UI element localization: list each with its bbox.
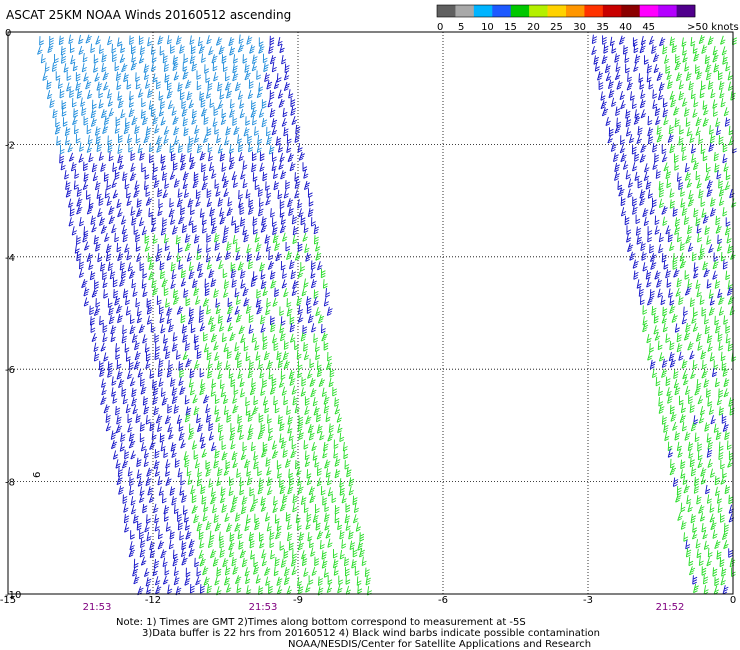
note-line-1: Note: 1) Times are GMT 2)Times along bot… — [116, 617, 526, 628]
colorbar-swatch — [584, 5, 604, 17]
lon-tick-label: 0 — [730, 595, 736, 606]
map-title: ASCAT 25KM NOAA Winds 20160512 ascending — [6, 8, 292, 22]
lon-tick-label: -3 — [583, 595, 593, 606]
lat-tick-label: -6 — [5, 365, 15, 376]
note-line-3: NOAA/NESDIS/Center for Satellite Applica… — [288, 639, 592, 650]
colorbar-tick-label: 20 — [527, 22, 540, 33]
map-frame — [7, 31, 734, 595]
lat-tick-label: -2 — [5, 140, 15, 151]
colorbar-swatch — [602, 5, 622, 17]
colorbar-tick-label: 15 — [504, 22, 517, 33]
lon-tick-label: -6 — [438, 595, 448, 606]
latitude-labels: 0 -2 -4 -6 -8 -10 — [5, 28, 21, 601]
lon-tick-label: -15 — [0, 595, 16, 606]
side-label: 6 — [32, 472, 43, 478]
colorbar-swatch — [658, 5, 677, 17]
lon-tick-label: -12 — [145, 595, 161, 606]
colorbar-tick-label: 30 — [573, 22, 586, 33]
colorbar-tick-label: 25 — [550, 22, 563, 33]
colorbar-swatches — [436, 4, 696, 18]
colorbar-swatch — [529, 5, 548, 17]
lon-tick-label: -9 — [293, 595, 303, 606]
pass-time-label: 21:53 — [83, 602, 112, 613]
colorbar-swatch — [639, 5, 659, 17]
colorbar-tick-label: 0 — [437, 22, 443, 33]
colorbar-swatch — [455, 5, 475, 17]
lat-tick-label: -10 — [5, 590, 21, 601]
colorbar-tick-label: 5 — [458, 22, 464, 33]
colorbar-swatch — [492, 5, 512, 17]
colorbar-swatch — [437, 5, 456, 17]
colorbar-swatch — [566, 5, 585, 17]
colorbar-tick-label: 40 — [619, 22, 632, 33]
colorbar-swatch — [676, 5, 696, 17]
colorbar-tick-label: 45 — [642, 22, 655, 33]
pass-time-labels: 21:53 21:53 21:52 — [83, 602, 685, 613]
longitude-labels: -15 -12 -9 -6 -3 0 — [0, 595, 736, 606]
note-line-2: 3)Data buffer is 22 hrs from 20160512 4)… — [142, 628, 600, 639]
lat-tick-label: 0 — [5, 28, 11, 39]
colorbar-swatch — [547, 5, 567, 17]
wind-speed-colorbar: 0 5 10 15 20 25 30 35 40 45 >50 knots — [436, 4, 739, 33]
wind-barbs — [37, 34, 738, 596]
colorbar-swatch — [473, 5, 493, 17]
colorbar-swatch — [510, 5, 530, 17]
colorbar-swatch — [621, 5, 641, 17]
colorbar-tick-label: 35 — [596, 22, 609, 33]
colorbar-labels: 0 5 10 15 20 25 30 35 40 45 >50 knots — [437, 22, 739, 33]
lat-tick-label: -8 — [5, 478, 15, 489]
colorbar-tick-label: 10 — [481, 22, 494, 33]
colorbar-tick-label: >50 knots — [687, 22, 739, 33]
pass-time-label: 21:53 — [249, 602, 278, 613]
pass-time-label: 21:52 — [656, 602, 685, 613]
lat-tick-label: -4 — [5, 253, 15, 264]
